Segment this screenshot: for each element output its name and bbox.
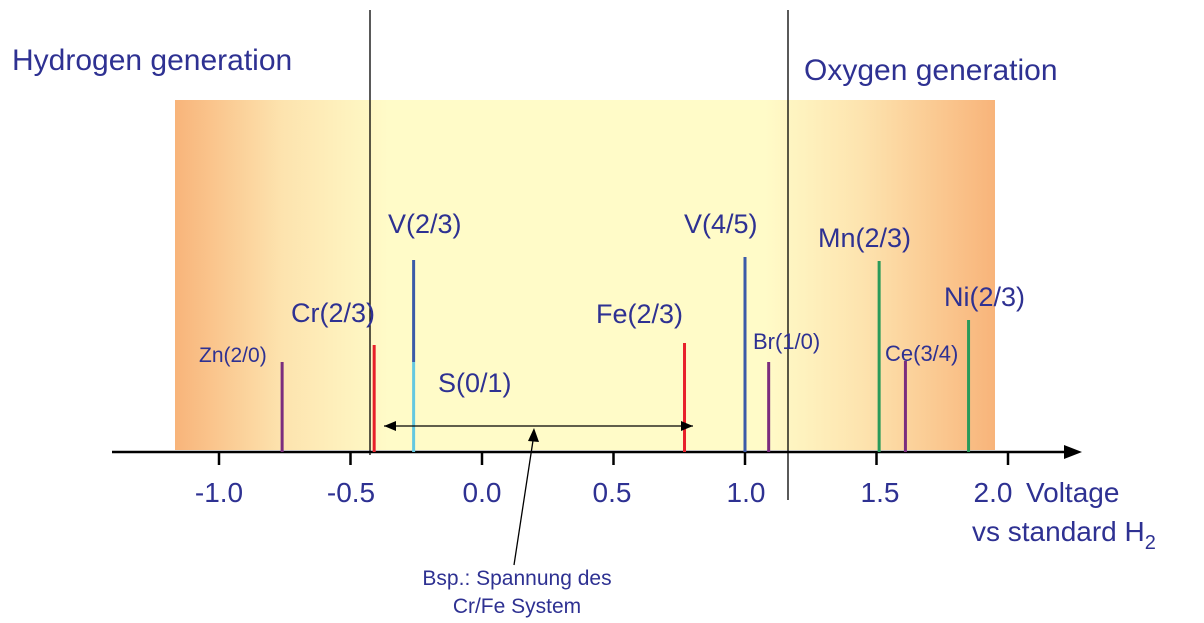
tick-label-neg-0.5: -0.5 [327, 477, 375, 508]
cr-fe-span-left-arrowhead [384, 421, 396, 431]
tick-label-2.0: 2.0 [974, 477, 1013, 508]
axis-ticks [217, 452, 1010, 465]
couple-label-s: S(0/1) [438, 368, 512, 398]
tick-label-0.0: 0.0 [463, 477, 502, 508]
potential-window-band [175, 100, 995, 450]
couple-label-br: Br(1/0) [753, 329, 820, 354]
couple-label-mn: Mn(2/3) [818, 223, 911, 253]
couple-label-ce: Ce(3/4) [885, 341, 958, 366]
annotation-pointer-line [513, 433, 535, 566]
annotation-pointer-arrowhead [528, 428, 539, 442]
tick-label-0.5: 0.5 [593, 477, 632, 508]
axis-title-line2: vs standard H2 [972, 516, 1156, 554]
cr-fe-span-right-arrowhead [681, 421, 693, 431]
axis-title-subscript: 2 [1145, 532, 1156, 554]
tick-label-1.5: 1.5 [861, 477, 900, 508]
couple-bars [280, 257, 971, 452]
couple-label-v23: V(2/3) [388, 209, 462, 239]
annotation-line1: Bsp.: Spannung des [422, 567, 611, 590]
annotation-line2: Cr/Fe System [453, 595, 581, 618]
couple-label-ni: Ni(2/3) [944, 282, 1025, 312]
oxygen-generation-label: Oxygen generation [804, 54, 1058, 87]
couple-label-fe: Fe(2/3) [596, 299, 683, 329]
couple-label-v45: V(4/5) [684, 209, 758, 239]
axis-title-line1: Voltage [1026, 477, 1119, 508]
voltage-axis-arrowhead [1064, 445, 1082, 459]
hydrogen-generation-label: Hydrogen generation [12, 44, 292, 77]
tick-label-neg-1.0: -1.0 [195, 477, 243, 508]
couple-label-zn: Zn(2/0) [199, 344, 267, 367]
tick-label-1.0: 1.0 [727, 477, 766, 508]
couple-label-cr: Cr(2/3) [291, 298, 375, 328]
